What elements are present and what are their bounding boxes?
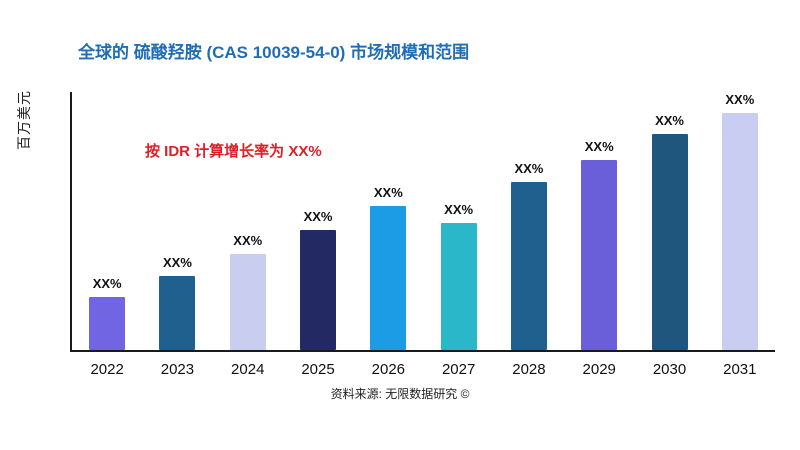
bar-column: XX% 2028 — [500, 92, 558, 378]
x-axis-tick-label: 2025 — [301, 361, 335, 378]
bar-chart-plot-area: XX% 2022 XX% 2023 XX% 2024 XX% 2025 XX% 2026 XX% 20… — [70, 92, 775, 378]
bar-column: XX% 2024 — [219, 92, 277, 378]
y-axis-label: 百万美元 — [16, 90, 32, 150]
x-axis-tick-label: 2031 — [723, 361, 757, 378]
bar — [300, 230, 337, 350]
bar-value-label: XX% — [303, 209, 333, 225]
bar-column: XX% 2025 — [289, 92, 347, 378]
bar — [721, 113, 758, 350]
bar-value-label: XX% — [162, 254, 192, 270]
x-axis-tick-label: 2023 — [160, 361, 195, 378]
bar-column: XX% 2030 — [641, 92, 699, 378]
bar-value-label: XX% — [655, 113, 684, 129]
bar-column: XX% 2022 — [78, 92, 136, 378]
bar — [89, 297, 126, 350]
bar-value-label: XX% — [725, 92, 755, 107]
x-axis-tick-label: 2026 — [371, 361, 406, 378]
bar — [229, 254, 266, 350]
chart-title: 全球的 硫酸羟胺 (CAS 10039-54-0) 市场规模和范围 — [78, 43, 470, 62]
bar — [651, 134, 688, 350]
growth-rate-annotation: 按 IDR 计算增长率为 XX% — [145, 143, 322, 160]
bar-value-label: XX% — [92, 276, 122, 292]
bar-column: XX% 2031 — [711, 92, 769, 378]
bar-value-label: XX% — [233, 233, 263, 249]
bar-column: XX% 2023 — [148, 92, 206, 378]
bar-column: XX% 2029 — [570, 92, 628, 378]
bar — [581, 160, 618, 350]
source-attribution: 资料来源: 无限数据研究 © — [330, 387, 470, 401]
bar-value-label: XX% — [444, 201, 474, 217]
bar-column: XX% 2027 — [430, 92, 488, 378]
x-axis-tick-label: 2029 — [582, 361, 616, 378]
bar — [440, 222, 477, 350]
bar-value-label: XX% — [584, 139, 614, 155]
x-axis-tick-label: 2024 — [231, 361, 265, 378]
bar — [510, 182, 547, 350]
bar — [370, 206, 407, 350]
x-axis-tick-label: 2027 — [441, 361, 476, 378]
x-axis-tick-label: 2030 — [652, 361, 687, 378]
x-axis-tick-label: 2022 — [90, 361, 124, 378]
bar-column: XX% 2026 — [359, 92, 417, 378]
x-axis-tick-label: 2028 — [512, 361, 546, 378]
bar-value-label: XX% — [373, 185, 403, 201]
bar-value-label: XX% — [514, 161, 544, 177]
bar — [159, 275, 196, 350]
